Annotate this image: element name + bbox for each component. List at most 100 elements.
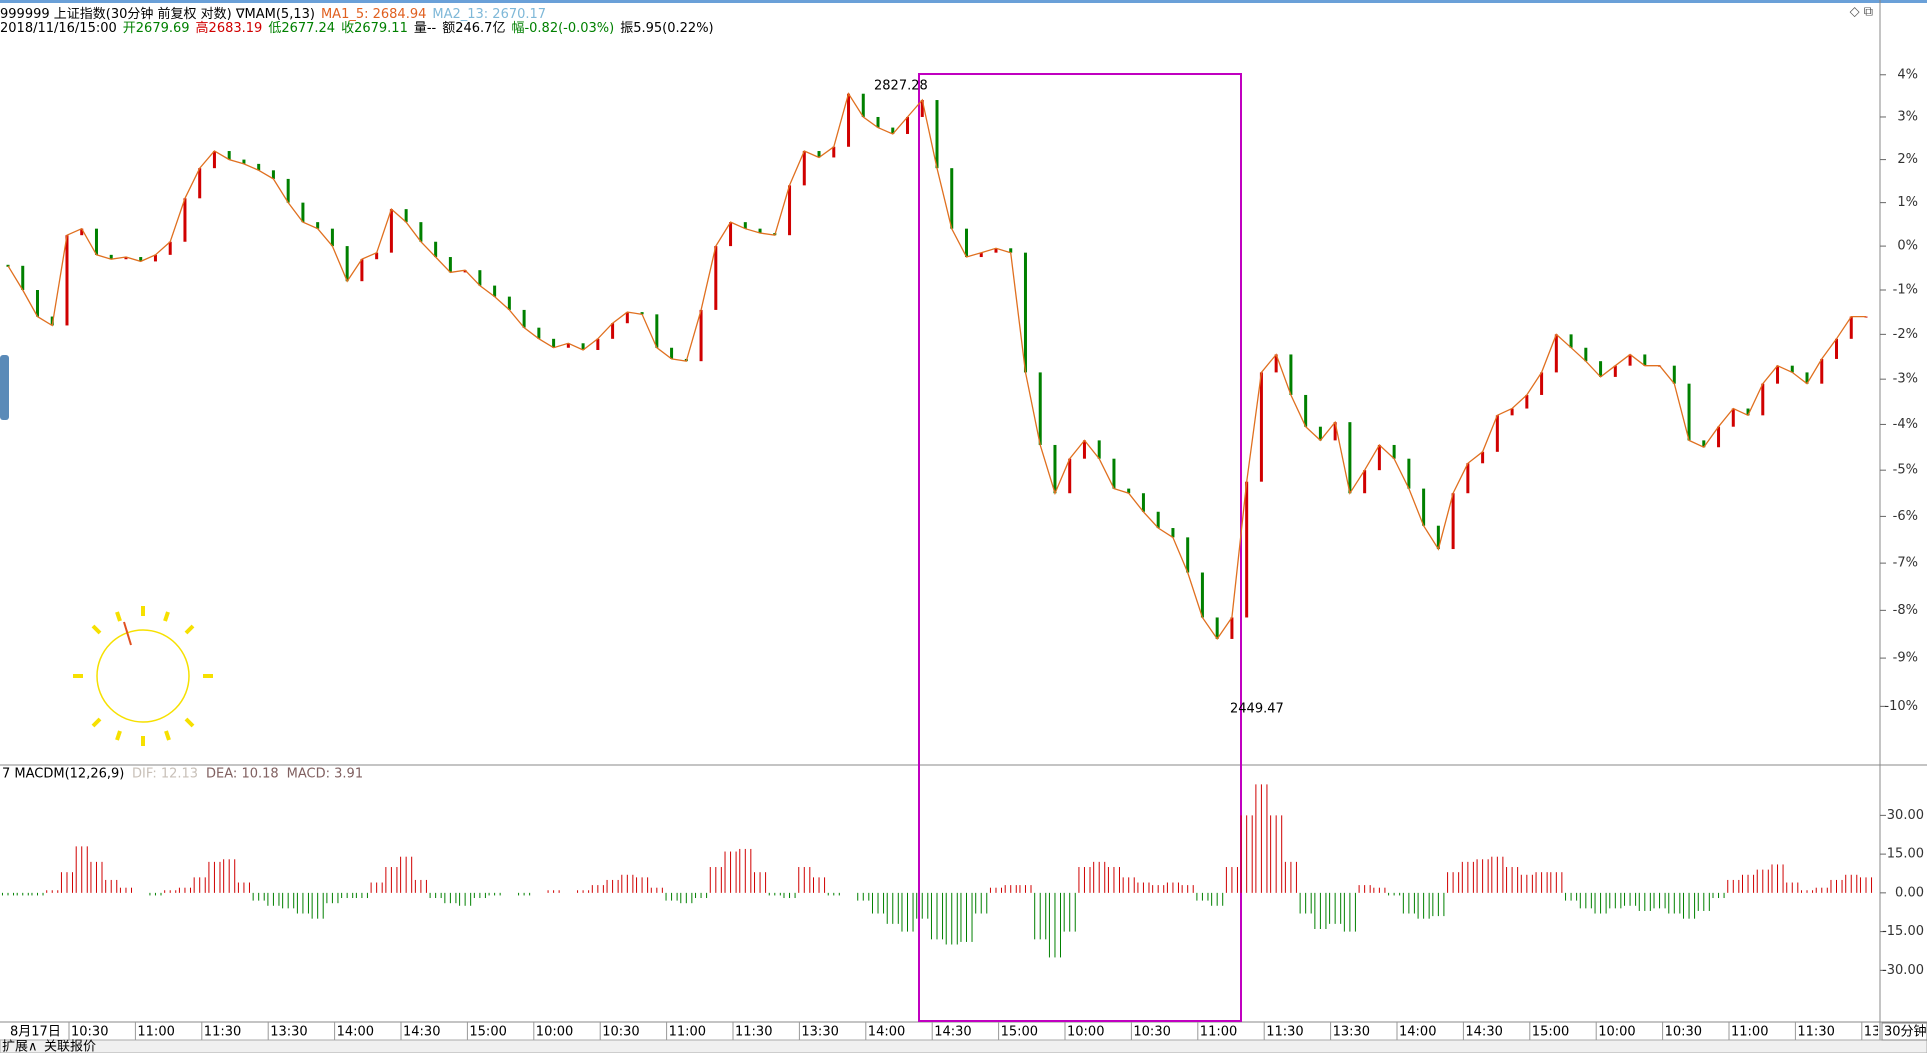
macd-bar — [60, 872, 74, 893]
macd-bar — [119, 887, 132, 893]
macd-bar — [1329, 892, 1342, 924]
y-tick-label: -2% — [1893, 327, 1918, 342]
candle — [1318, 426, 1322, 441]
candle — [139, 257, 143, 262]
x-tick-label: 14:30 — [403, 1025, 440, 1040]
tab[interactable]: 关联报价 — [44, 1040, 96, 1053]
macd-bar — [75, 846, 88, 893]
candle — [1053, 444, 1057, 494]
candle — [861, 93, 865, 117]
macd-bar — [1815, 887, 1828, 893]
macd-bar — [414, 879, 427, 893]
candle — [950, 168, 954, 229]
macd-bar — [282, 892, 295, 909]
candle — [876, 116, 880, 128]
candle — [1672, 365, 1676, 384]
candle — [1171, 528, 1175, 538]
macd-bar — [1845, 874, 1858, 893]
side-handle[interactable] — [0, 355, 9, 420]
macd-bar — [1211, 892, 1224, 906]
macd-bar — [341, 892, 354, 899]
candle — [1200, 572, 1204, 618]
macd-bar — [1314, 892, 1327, 930]
candle — [330, 228, 334, 247]
header-field: 额246.7亿 — [442, 21, 506, 36]
x-tick-label: 13:30 — [801, 1025, 838, 1040]
candle — [419, 222, 423, 242]
header-field: 低2677.24 — [268, 21, 336, 36]
candle — [1820, 358, 1824, 384]
macd-bar — [577, 890, 590, 893]
macd-bar — [31, 892, 44, 896]
macd-bar — [798, 867, 811, 893]
macd-bar — [1240, 815, 1253, 893]
x-tick-label: 11:30 — [204, 1025, 241, 1040]
macd-bar — [1019, 885, 1032, 893]
y-tick-label: -5% — [1893, 463, 1918, 478]
x-tick-label: 11:30 — [735, 1025, 772, 1040]
window-controls[interactable]: ◇ ⧉ — [1850, 5, 1873, 20]
candle — [1599, 361, 1603, 377]
y-tick-label: 15.00 — [1887, 847, 1924, 862]
candle — [611, 323, 615, 339]
candle — [729, 222, 733, 247]
macd-bar — [1727, 879, 1740, 893]
x-tick-label: 10:30 — [1133, 1025, 1170, 1040]
macd-bar — [46, 890, 59, 893]
candle — [448, 257, 452, 273]
macd-bar — [1093, 861, 1106, 893]
x-tick-label: 15:00 — [469, 1025, 506, 1040]
candle — [1304, 394, 1308, 427]
candle — [1215, 617, 1219, 639]
macd-bar — [960, 892, 973, 942]
macd-bar — [636, 877, 649, 893]
header-field: 2018/11/16/15:00 — [0, 21, 117, 36]
candle — [1377, 444, 1381, 471]
candle — [817, 151, 821, 158]
macd-bar — [105, 879, 118, 893]
candle — [1481, 451, 1485, 464]
tab[interactable]: 扩展∧ — [2, 1040, 38, 1053]
macd-bar — [164, 890, 177, 893]
candle — [1127, 488, 1131, 494]
candle — [566, 343, 570, 348]
x-tick-label: 11:30 — [1266, 1025, 1303, 1040]
y-tick-label: -8% — [1893, 603, 1918, 618]
y-tick-label: 0.00 — [1895, 885, 1924, 900]
candle — [906, 116, 910, 134]
macd-bar — [901, 892, 914, 932]
macd-bar — [1565, 892, 1578, 901]
macd-bar — [1461, 861, 1474, 893]
x-tick-label: 14:00 — [337, 1025, 374, 1040]
macd-bar — [1668, 892, 1681, 914]
candle — [1436, 525, 1440, 550]
close-line — [7, 92, 1866, 641]
y-tick-label: 0% — [1897, 239, 1918, 254]
candle — [212, 151, 216, 169]
sun-icon — [73, 606, 213, 746]
candle — [1082, 440, 1086, 459]
candle — [1333, 422, 1337, 441]
macd-bar — [1653, 892, 1666, 909]
macd-bar — [857, 892, 870, 901]
candle — [1097, 440, 1101, 459]
macd-bar — [916, 892, 929, 919]
y-tick-label: -10% — [1884, 699, 1918, 714]
candle — [80, 228, 84, 236]
header-field: 量-- — [413, 21, 437, 36]
candle — [1702, 440, 1706, 448]
candle — [1392, 444, 1396, 459]
candle — [434, 241, 438, 258]
y-tick-label: 30.00 — [1887, 808, 1924, 823]
macd-bar — [223, 859, 236, 893]
macd-bar — [1432, 892, 1445, 917]
macd-bar — [1004, 885, 1017, 893]
candle — [404, 209, 408, 223]
x-tick-label: 11:00 — [1200, 1025, 1237, 1040]
candle — [522, 309, 526, 328]
candle — [1613, 365, 1617, 377]
macd-bar — [1594, 892, 1607, 914]
macd-bar — [709, 867, 722, 893]
period-box[interactable] — [1881, 1022, 1927, 1041]
